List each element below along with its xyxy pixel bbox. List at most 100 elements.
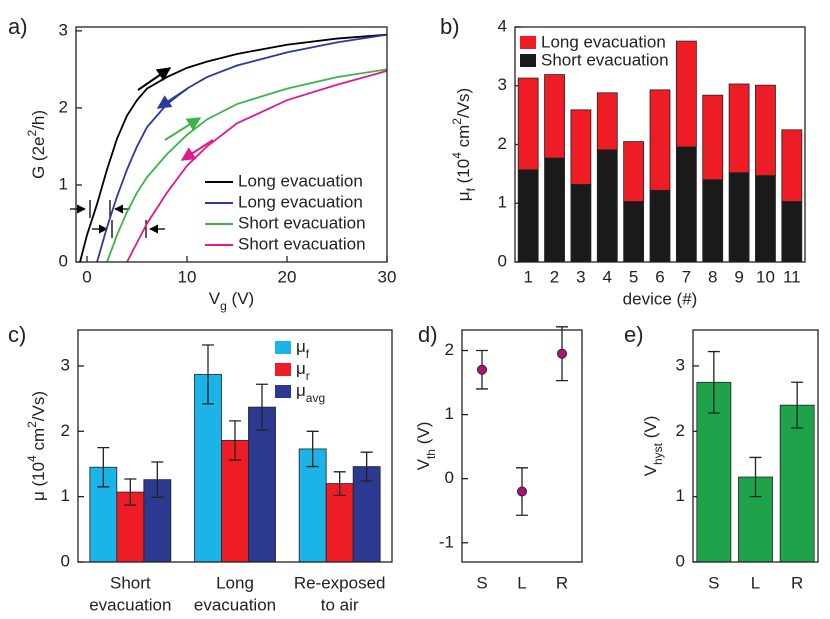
error-bar bbox=[256, 383, 268, 431]
panel-label: b) bbox=[440, 14, 460, 39]
label-part: r bbox=[306, 369, 310, 383]
bar-segment bbox=[781, 129, 803, 202]
x-tick-label: 8 bbox=[708, 267, 717, 286]
point bbox=[557, 348, 567, 359]
legend-swatch bbox=[520, 54, 536, 67]
x-tick-label: 6 bbox=[655, 267, 664, 286]
y-tick-label: 3 bbox=[59, 20, 68, 39]
x-tick-label: 5 bbox=[629, 267, 638, 286]
error-bar bbox=[229, 420, 241, 461]
plot-frame bbox=[77, 329, 393, 563]
bar-segment bbox=[702, 94, 724, 181]
legend-label: μr bbox=[296, 359, 310, 383]
label-part: /Vs) bbox=[454, 88, 473, 118]
x-tick-label: Re-exposed bbox=[294, 573, 386, 592]
arrow bbox=[180, 139, 214, 161]
x-tick-label: 3 bbox=[576, 267, 585, 286]
bar-segment bbox=[544, 157, 565, 263]
x-tick-label: S bbox=[476, 573, 487, 592]
label-part: (V) bbox=[414, 422, 433, 449]
bar bbox=[221, 440, 249, 563]
x-tick-label: 9 bbox=[734, 267, 743, 286]
y-tick-label: 1 bbox=[445, 404, 454, 423]
y-axis-label: Vhyst (V) bbox=[641, 416, 665, 477]
label-part: cm bbox=[454, 125, 473, 152]
y-tick-label: -1 bbox=[439, 532, 454, 551]
bar-segment bbox=[517, 169, 539, 263]
legend-label: Long evacuation bbox=[541, 32, 666, 51]
label-part: μ (10 bbox=[29, 462, 48, 501]
label-part: 4 bbox=[25, 455, 39, 462]
bar-segment bbox=[623, 201, 645, 263]
label-part: (V) bbox=[227, 289, 254, 308]
label-part: V bbox=[641, 464, 660, 476]
x-tick-label: 30 bbox=[378, 267, 397, 286]
error-bar bbox=[97, 446, 110, 488]
panel-label: e) bbox=[624, 322, 644, 347]
y-tick-label: 2 bbox=[59, 97, 68, 116]
x-tick-label: evacuation bbox=[89, 595, 171, 614]
y-axis-label: μ (104 cm2/Vs) bbox=[25, 391, 48, 501]
bar bbox=[352, 466, 381, 563]
legend-label: Long evacuation bbox=[238, 171, 363, 190]
point bbox=[477, 364, 487, 375]
y-tick-label: 1 bbox=[59, 174, 68, 193]
bar-segment bbox=[755, 84, 776, 177]
error-bar bbox=[360, 451, 373, 482]
line-series bbox=[126, 70, 388, 263]
bar bbox=[248, 406, 276, 563]
label-part: f bbox=[306, 347, 310, 361]
y-tick-label: 1 bbox=[498, 193, 507, 212]
x-tick-label: Long bbox=[216, 573, 254, 592]
y-tick-label: 3 bbox=[498, 75, 507, 94]
annotation-arrows bbox=[70, 67, 214, 238]
x-tick-label: Short bbox=[110, 573, 151, 592]
error-bar bbox=[707, 350, 720, 414]
bar-segment bbox=[781, 201, 803, 263]
bar-segment bbox=[570, 109, 592, 185]
bar-segment bbox=[517, 77, 539, 171]
label-part: 2 bbox=[25, 421, 39, 428]
label-part: th bbox=[424, 449, 438, 459]
plot-frame bbox=[514, 26, 806, 263]
y-tick-label: 0 bbox=[59, 251, 68, 270]
y-tick-label: 2 bbox=[445, 340, 454, 359]
x-tick-label: R bbox=[791, 573, 803, 592]
point bbox=[517, 486, 527, 497]
line-series bbox=[96, 33, 388, 263]
arrow bbox=[164, 117, 202, 141]
bar-segment bbox=[596, 92, 618, 151]
x-tick-label: 0 bbox=[82, 267, 91, 286]
bar bbox=[779, 404, 815, 563]
error-bar bbox=[306, 430, 319, 468]
x-tick-label: 11 bbox=[783, 267, 801, 286]
bar-segment bbox=[728, 172, 750, 263]
error-bar bbox=[333, 471, 346, 496]
line-series bbox=[79, 33, 388, 263]
bar-segment bbox=[728, 83, 750, 174]
label-part: V bbox=[414, 458, 433, 470]
bar-segment bbox=[649, 189, 671, 263]
legend-label: μf bbox=[296, 337, 310, 361]
legend-swatch bbox=[275, 341, 291, 354]
x-tick-label: R bbox=[556, 573, 568, 592]
label-part: (V) bbox=[641, 416, 660, 443]
y-tick-label: 0 bbox=[445, 468, 454, 487]
y-tick-label: 4 bbox=[498, 16, 507, 35]
y-tick-label: 0 bbox=[61, 551, 70, 570]
x-tick-label: 4 bbox=[603, 267, 612, 286]
label-part: μ bbox=[296, 359, 306, 378]
label-part: /h) bbox=[29, 110, 48, 130]
x-tick-label: 10 bbox=[756, 267, 775, 286]
bar-segment bbox=[570, 184, 592, 263]
error-bar bbox=[791, 381, 804, 429]
legend-label: Short evacuation bbox=[238, 234, 366, 253]
x-axis-label: Vg (V) bbox=[209, 289, 254, 313]
panel-label: d) bbox=[418, 322, 438, 347]
label-part: μ bbox=[454, 191, 473, 201]
y-axis-label: Vth (V) bbox=[414, 422, 438, 471]
error-bar bbox=[124, 478, 137, 506]
y-tick-label: 3 bbox=[61, 355, 70, 374]
label-part: avg bbox=[306, 391, 325, 405]
